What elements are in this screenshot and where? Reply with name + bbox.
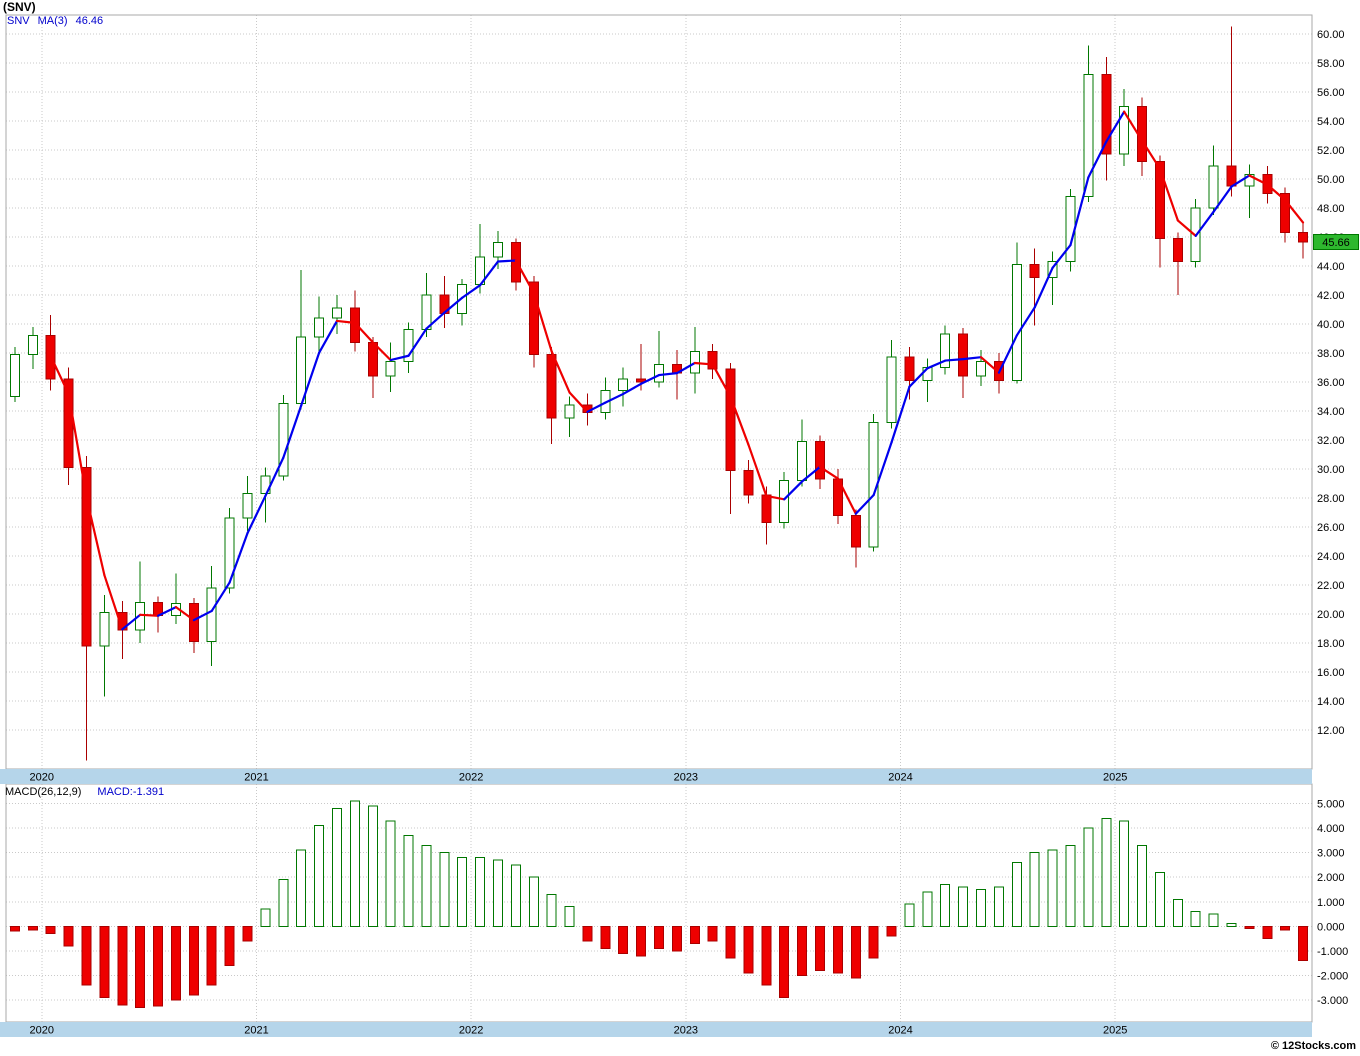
macd-legend: MACD(26,12,9) MACD:-1.391 (5, 786, 164, 798)
svg-text:12.00: 12.00 (1317, 725, 1345, 737)
svg-text:20.00: 20.00 (1317, 609, 1345, 621)
svg-text:54.00: 54.00 (1317, 116, 1345, 128)
svg-text:32.00: 32.00 (1317, 435, 1345, 447)
svg-text:50.00: 50.00 (1317, 174, 1345, 186)
svg-text:1.000: 1.000 (1317, 897, 1345, 909)
panel-frames (5, 14, 1313, 1023)
macd-axis-labels: -3.000 -2.000 -1.000 0.000 1.000 2.000 3.000 4.… (1317, 799, 1348, 1007)
svg-text:36.00: 36.00 (1317, 377, 1345, 389)
current-price-box: 45.66 (1313, 233, 1359, 250)
legend-ma-value: 46.46 (75, 15, 104, 27)
macd-value-label: MACD:-1.391 (97, 786, 165, 798)
svg-text:2024: 2024 (888, 1025, 912, 1037)
svg-text:-3.000: -3.000 (1317, 995, 1348, 1007)
svg-text:2023: 2023 (674, 772, 698, 784)
svg-text:22.00: 22.00 (1317, 580, 1345, 592)
svg-text:2024: 2024 (888, 772, 912, 784)
svg-text:60.00: 60.00 (1317, 29, 1345, 41)
svg-text:2020: 2020 (30, 1025, 54, 1037)
svg-text:14.00: 14.00 (1317, 696, 1345, 708)
svg-text:28.00: 28.00 (1317, 493, 1345, 505)
svg-text:42.00: 42.00 (1317, 290, 1345, 302)
macd-histogram (9, 800, 1309, 1008)
legend-symbol: SNV (7, 15, 30, 27)
svg-text:-1.000: -1.000 (1317, 946, 1348, 958)
candlestick-series (9, 26, 1309, 761)
svg-text:26.00: 26.00 (1317, 522, 1345, 534)
copyright-footer: © 12Stocks.com (1270, 1040, 1356, 1052)
svg-text:58.00: 58.00 (1317, 58, 1345, 70)
svg-text:48.00: 48.00 (1317, 203, 1345, 215)
macd-params-label: MACD(26,12,9) (5, 786, 82, 798)
svg-text:3.000: 3.000 (1317, 848, 1345, 860)
svg-text:2025: 2025 (1103, 772, 1127, 784)
svg-text:18.00: 18.00 (1317, 638, 1345, 650)
svg-text:2022: 2022 (459, 1025, 483, 1037)
chart-title: (SNV) (3, 0, 36, 14)
gridlines (6, 15, 1312, 1022)
svg-text:44.00: 44.00 (1317, 261, 1345, 273)
svg-text:0.000: 0.000 (1317, 921, 1345, 933)
svg-text:2021: 2021 (244, 1025, 268, 1037)
legend-ma-label: MA(3) (37, 15, 68, 27)
svg-text:2025: 2025 (1103, 1025, 1127, 1037)
svg-text:2023: 2023 (674, 1025, 698, 1037)
svg-text:2020: 2020 (30, 772, 54, 784)
svg-text:2.000: 2.000 (1317, 872, 1345, 884)
svg-text:2021: 2021 (244, 772, 268, 784)
svg-text:40.00: 40.00 (1317, 319, 1345, 331)
svg-text:4.000: 4.000 (1317, 823, 1345, 835)
year-axis-top: 2020 2021 2022 2023 2024 2025 (0, 769, 1312, 784)
ma-line (49, 110, 1305, 631)
svg-text:34.00: 34.00 (1317, 406, 1345, 418)
price-axis-labels: 12.00 14.00 16.00 18.00 20.00 22.00 24.00 26.00… (1317, 29, 1345, 737)
svg-text:38.00: 38.00 (1317, 348, 1345, 360)
price-legend: SNV MA(3) 46.46 (7, 15, 111, 27)
svg-text:16.00: 16.00 (1317, 667, 1345, 679)
svg-text:30.00: 30.00 (1317, 464, 1345, 476)
year-axis-bottom: 2020 2021 2022 2023 2024 2025 (0, 1022, 1312, 1037)
svg-text:56.00: 56.00 (1317, 87, 1345, 99)
svg-text:-2.000: -2.000 (1317, 970, 1348, 982)
svg-text:52.00: 52.00 (1317, 145, 1345, 157)
svg-text:5.000: 5.000 (1317, 799, 1345, 811)
svg-text:2022: 2022 (459, 772, 483, 784)
svg-text:45.66: 45.66 (1322, 237, 1350, 249)
svg-text:24.00: 24.00 (1317, 551, 1345, 563)
